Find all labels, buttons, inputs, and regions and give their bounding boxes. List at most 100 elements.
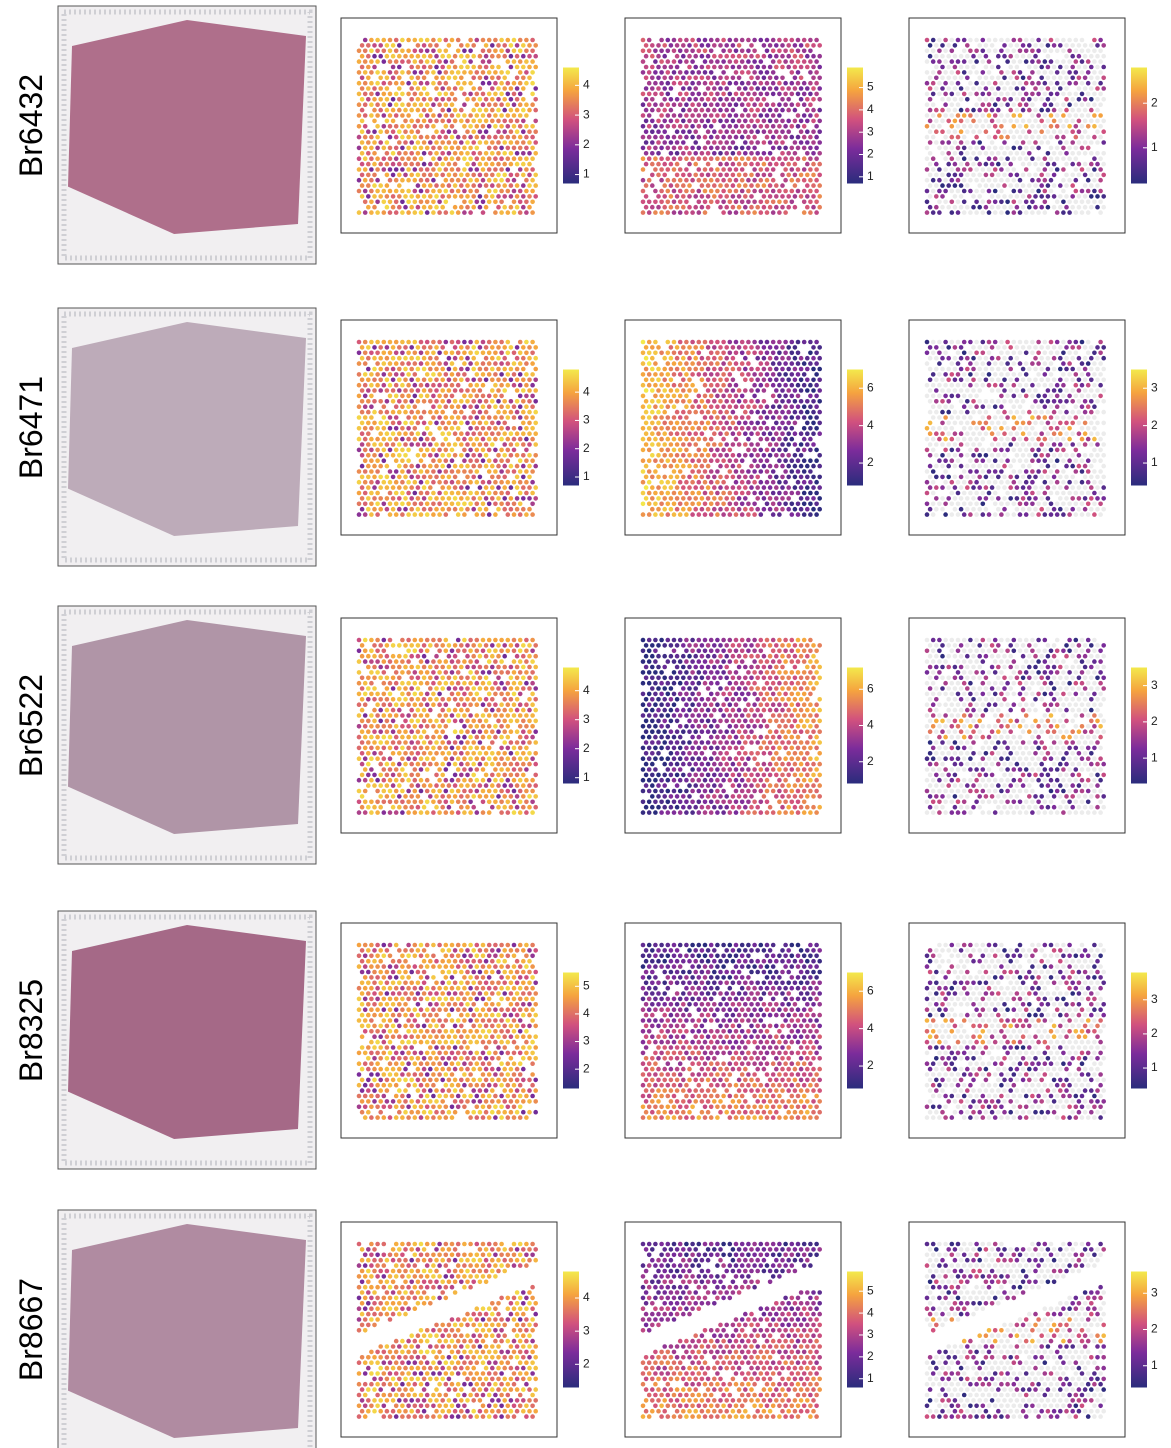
spot	[805, 140, 810, 145]
spot	[799, 378, 804, 383]
spot	[1089, 86, 1094, 91]
spot	[662, 453, 667, 458]
spot	[1012, 210, 1017, 215]
spot	[977, 431, 982, 436]
spot	[669, 388, 674, 393]
spot	[715, 59, 720, 64]
spot	[366, 367, 371, 372]
spot	[422, 367, 427, 372]
spot	[790, 404, 795, 409]
spot	[950, 113, 955, 118]
spot	[672, 113, 677, 118]
spot	[1052, 151, 1057, 156]
spot	[644, 108, 649, 113]
spot	[1030, 383, 1035, 388]
spot	[762, 421, 767, 426]
spot	[709, 124, 714, 129]
spot	[1021, 54, 1026, 59]
spot	[530, 426, 535, 431]
spot	[675, 119, 680, 124]
spot	[369, 38, 374, 43]
spot	[653, 124, 658, 129]
spot	[968, 383, 973, 388]
spot	[774, 140, 779, 145]
spot	[1074, 124, 1079, 129]
spot	[734, 210, 739, 215]
spot	[490, 173, 495, 178]
spot	[990, 151, 995, 156]
spot	[731, 475, 736, 480]
spot	[391, 421, 396, 426]
spot	[375, 351, 380, 356]
spot	[530, 502, 535, 507]
spot	[372, 140, 377, 145]
spot	[999, 92, 1004, 97]
spot	[506, 383, 511, 388]
spot	[366, 496, 371, 501]
histology-tissue	[68, 20, 306, 234]
spot	[465, 194, 470, 199]
spot	[962, 113, 967, 118]
spot	[1030, 437, 1035, 442]
spot	[962, 210, 967, 215]
spot	[684, 124, 689, 129]
spot	[675, 431, 680, 436]
spot	[1043, 81, 1048, 86]
spot	[515, 378, 520, 383]
spot	[765, 372, 770, 377]
spot	[968, 340, 973, 345]
spot	[1067, 124, 1072, 129]
spot	[659, 102, 664, 107]
spot	[981, 124, 986, 129]
spot	[931, 404, 936, 409]
spot	[437, 146, 442, 151]
spot	[774, 453, 779, 458]
spot	[950, 437, 955, 442]
spot	[397, 367, 402, 372]
spot	[721, 146, 726, 151]
spot	[718, 442, 723, 447]
spot	[793, 453, 798, 458]
spot	[666, 340, 671, 345]
spot	[802, 415, 807, 420]
spot	[357, 394, 362, 399]
spot	[388, 92, 393, 97]
spot	[743, 378, 748, 383]
spot	[811, 205, 816, 210]
spot	[397, 356, 402, 361]
spot	[509, 431, 514, 436]
spot	[385, 388, 390, 393]
spot	[659, 135, 664, 140]
spot	[1030, 361, 1035, 366]
spot	[656, 410, 661, 415]
spot	[687, 464, 692, 469]
spot	[1033, 173, 1038, 178]
spot	[478, 108, 483, 113]
spot	[487, 437, 492, 442]
spot	[771, 426, 776, 431]
spot	[724, 151, 729, 156]
spot	[771, 102, 776, 107]
spot	[780, 464, 785, 469]
spot	[499, 480, 504, 485]
spot	[996, 442, 1001, 447]
spot	[687, 356, 692, 361]
spot	[518, 146, 523, 151]
spot	[659, 437, 664, 442]
spot	[1018, 146, 1023, 151]
spot	[1070, 119, 1075, 124]
spot	[363, 178, 368, 183]
spot	[925, 113, 930, 118]
spot	[506, 426, 511, 431]
spot	[811, 496, 816, 501]
spot	[984, 86, 989, 91]
spot	[1033, 410, 1038, 415]
spot	[437, 491, 442, 496]
spot	[397, 507, 402, 512]
spot	[666, 437, 671, 442]
spot	[971, 129, 976, 134]
spot	[780, 431, 785, 436]
spot	[493, 480, 498, 485]
spot	[1043, 426, 1048, 431]
spot	[1046, 431, 1051, 436]
